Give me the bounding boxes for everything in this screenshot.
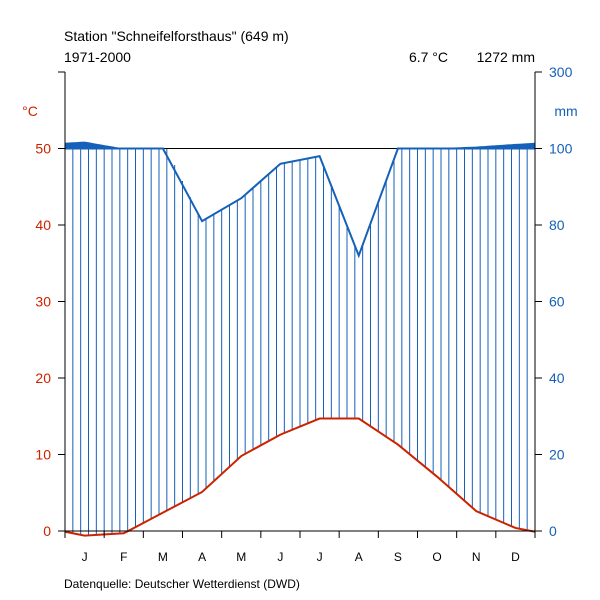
precipitation-excess-area	[65, 141, 535, 149]
right-tick-label: 80	[549, 217, 565, 233]
annual-precipitation: 1272 mm	[477, 49, 535, 65]
plot-area: 0 10 20 30 40 50 0 20 40 60 80 100 300 J F M A M J J A S O N D	[35, 64, 572, 564]
left-tick-label: 50	[35, 141, 51, 157]
month-label: M	[236, 550, 246, 564]
left-tick-label: 30	[35, 294, 51, 310]
right-tick-label: 20	[549, 447, 565, 463]
month-label: S	[394, 550, 402, 564]
left-tick-label: 10	[35, 447, 51, 463]
month-label: M	[158, 550, 168, 564]
right-axis-unit: mm	[554, 103, 577, 119]
month-label: A	[198, 550, 206, 564]
chart-period: 1971-2000	[64, 49, 131, 65]
right-tick-label: 0	[549, 523, 557, 539]
left-tick-label: 20	[35, 370, 51, 386]
precipitation-line	[65, 147, 535, 259]
mean-temperature: 6.7 °C	[409, 49, 448, 65]
right-tick-label: 100	[549, 141, 573, 157]
left-axis-unit: °C	[22, 103, 38, 119]
month-label: J	[82, 550, 88, 564]
month-label: N	[472, 550, 481, 564]
month-label: J	[277, 550, 283, 564]
month-label: A	[355, 550, 363, 564]
right-tick-label: 60	[549, 294, 565, 310]
chart-title: Station "Schneifelforsthaus" (649 m)	[64, 28, 289, 44]
left-tick-label: 0	[43, 523, 51, 539]
month-label: D	[511, 550, 520, 564]
data-source: Datenquelle: Deutscher Wetterdienst (DWD…	[64, 577, 300, 591]
month-label: O	[432, 550, 441, 564]
month-label: F	[120, 550, 127, 564]
right-tick-label: 300	[549, 64, 573, 80]
month-label: J	[317, 550, 323, 564]
left-tick-label: 40	[35, 217, 51, 233]
temperature-line	[64, 417, 536, 537]
right-tick-label: 40	[549, 370, 565, 386]
